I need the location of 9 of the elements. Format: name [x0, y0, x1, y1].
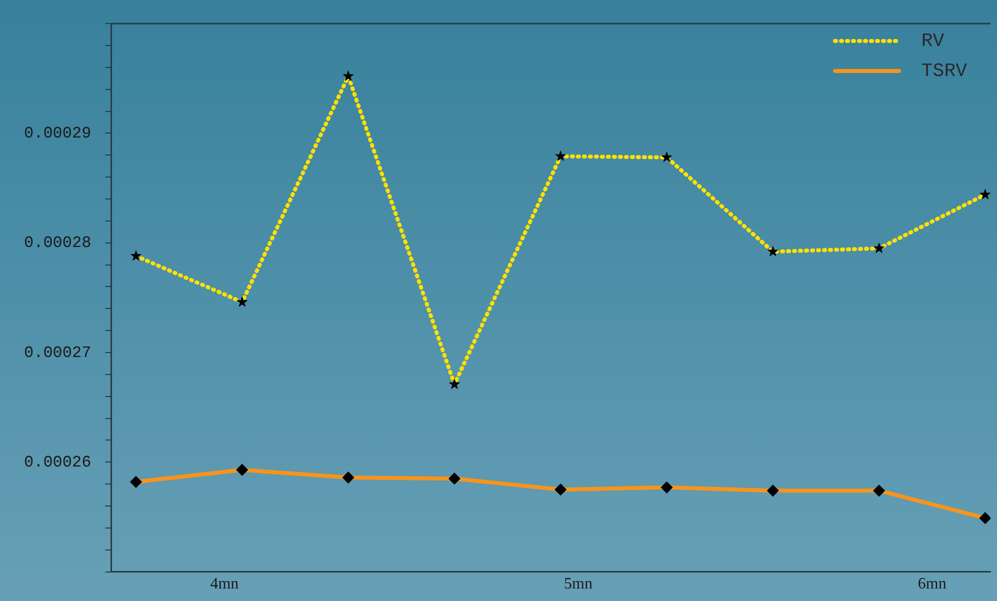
x-tick-label: 5mn: [564, 576, 593, 593]
x-tick-label: 6mn: [918, 576, 946, 593]
y-tick-label: 0.00029: [24, 124, 92, 142]
legend-label: TSRV: [921, 60, 967, 82]
x-tick-label: 4mn: [210, 576, 239, 593]
y-tick-label: 0.00027: [24, 344, 92, 362]
legend-label: RV: [921, 30, 944, 52]
y-tick-label: 0.00026: [24, 453, 92, 472]
y-tick-label: 0.00028: [24, 234, 92, 252]
